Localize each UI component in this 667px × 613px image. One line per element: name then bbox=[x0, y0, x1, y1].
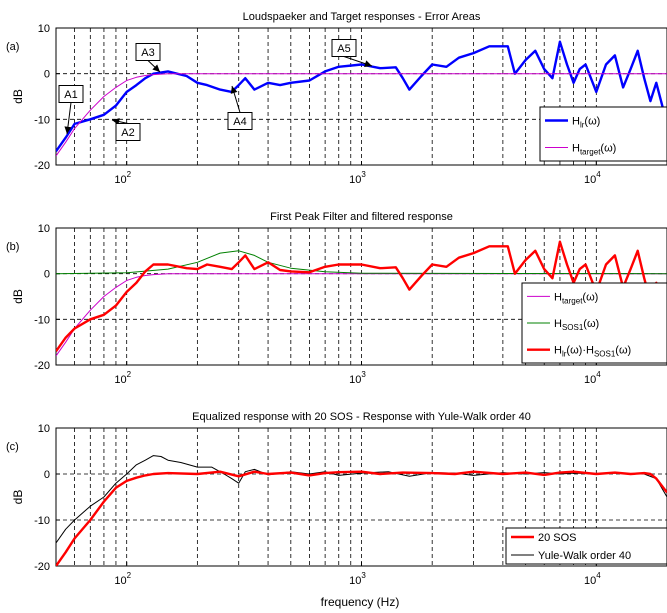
y-tick-label: 10 bbox=[38, 23, 50, 35]
panel-a: -20 -10 0 10 102 103 104 Loudspaeker and Target… bbox=[6, 11, 667, 186]
annotation-label: A3 bbox=[141, 47, 154, 59]
annotation-arrowhead bbox=[64, 126, 72, 134]
legend-entry: Yule-Walk order 40 bbox=[538, 550, 631, 562]
legend-entry: Htarget(ω) bbox=[554, 291, 598, 305]
grid bbox=[56, 228, 667, 365]
y-tick-label: 10 bbox=[38, 223, 50, 235]
x-tick-label: 104 bbox=[584, 370, 601, 386]
series-line-1 bbox=[56, 250, 667, 275]
legend-box bbox=[539, 106, 667, 162]
panel-label: (c) bbox=[6, 441, 19, 453]
x-tick-label: 102 bbox=[114, 370, 131, 386]
series-line-1 bbox=[56, 470, 667, 566]
legend-entry: HSOS1(ω) bbox=[554, 318, 599, 332]
annotation-label: A4 bbox=[233, 116, 246, 128]
panel-title: Loudspaeker and Target responses - Error… bbox=[243, 11, 481, 23]
y-tick-label: -10 bbox=[34, 114, 50, 126]
y-axis-label: dB bbox=[11, 490, 25, 505]
series-group bbox=[56, 40, 667, 157]
series-group bbox=[56, 240, 667, 357]
legend: 20 SOS Yule-Walk order 40 bbox=[505, 527, 667, 565]
x-tick-label: 104 bbox=[584, 571, 601, 587]
panel-label: (a) bbox=[6, 41, 19, 53]
y-tick-label: 0 bbox=[44, 269, 50, 281]
x-tick-label: 103 bbox=[349, 170, 366, 186]
legend-entry: 20 SOS bbox=[538, 532, 577, 544]
panel-title: First Peak Filter and filtered response bbox=[270, 211, 453, 223]
annotation-arrowhead bbox=[152, 64, 160, 72]
x-tick-label: 103 bbox=[349, 571, 366, 587]
y-tick-label: 0 bbox=[44, 469, 50, 481]
annotation-box bbox=[115, 123, 141, 141]
y-tick-label: 10 bbox=[38, 423, 50, 435]
annotation-box bbox=[331, 39, 357, 57]
series-line-0 bbox=[56, 40, 667, 152]
panel-label: (b) bbox=[6, 241, 19, 253]
legend: Htarget(ω) HSOS1(ω) Hlr(ω)·HSOS1(ω) bbox=[521, 282, 667, 364]
y-tick-label: -20 bbox=[34, 561, 50, 573]
annotation-box bbox=[58, 85, 84, 103]
series-group bbox=[56, 455, 667, 566]
panel-c: -20 -10 0 10 102 103 104 Equalized response wit… bbox=[6, 411, 667, 587]
annotation-label: A2 bbox=[121, 127, 134, 139]
x-axis-label: frequency (Hz) bbox=[321, 595, 400, 609]
series-line-0 bbox=[56, 273, 667, 357]
y-tick-label: 0 bbox=[44, 69, 50, 81]
annotation-box bbox=[135, 43, 161, 61]
series-line-1 bbox=[56, 73, 667, 157]
y-tick-label: -10 bbox=[34, 314, 50, 326]
y-axis-label: dB bbox=[11, 89, 25, 104]
y-axis-label: dB bbox=[11, 289, 25, 304]
annotation-label: A5 bbox=[337, 43, 350, 55]
annotation-arrowhead bbox=[230, 86, 238, 94]
legend-box bbox=[505, 527, 667, 565]
y-tick-label: -20 bbox=[34, 360, 50, 372]
annotations: A1 A2 A3 A4 A5 bbox=[58, 39, 373, 141]
annotation-box bbox=[227, 112, 253, 130]
x-tick-label: 104 bbox=[584, 170, 601, 186]
annotation-label: A1 bbox=[64, 89, 77, 101]
series-line-2 bbox=[56, 240, 667, 352]
legend-entry: Hlr(ω) bbox=[572, 116, 600, 130]
panel-b: -20 -10 0 10 102 103 104 First Peak Filter and … bbox=[6, 211, 667, 386]
y-tick-label: -10 bbox=[34, 515, 50, 527]
annotation-arrowhead bbox=[364, 60, 372, 67]
legend-entry: Hlr(ω)·HSOS1(ω) bbox=[554, 345, 631, 359]
legend: Hlr(ω) Htarget(ω) bbox=[539, 106, 667, 162]
x-tick-label: 102 bbox=[114, 170, 131, 186]
panel-title: Equalized response with 20 SOS - Respons… bbox=[192, 411, 531, 423]
y-tick-label: -20 bbox=[34, 160, 50, 172]
x-tick-label: 102 bbox=[114, 571, 131, 587]
x-tick-label: 103 bbox=[349, 370, 366, 386]
legend-entry: Htarget(ω) bbox=[572, 143, 616, 157]
